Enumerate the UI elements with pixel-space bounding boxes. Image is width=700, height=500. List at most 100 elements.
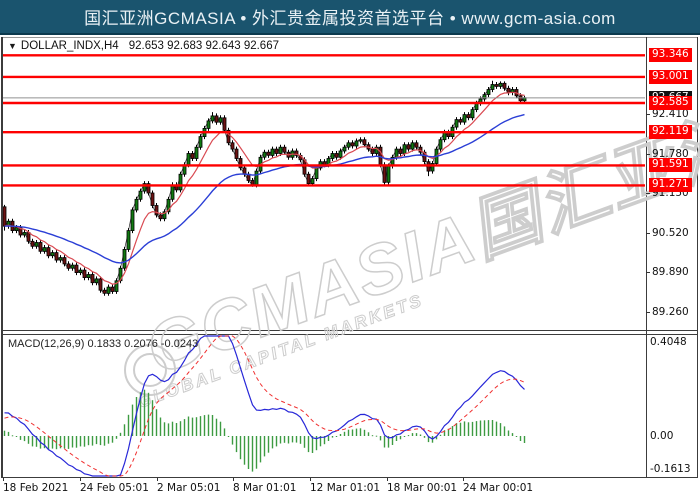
bear-candle <box>382 164 387 183</box>
time-tick <box>80 478 81 481</box>
promo-banner[interactable]: 国汇亚洲GCMASIA • 外汇贵金属投资首选平台 • www.gcm-asia… <box>0 0 700 35</box>
bull-candle <box>86 274 91 278</box>
tick-mark <box>646 192 650 194</box>
bull-candle <box>490 84 495 90</box>
ma-fast-line <box>4 91 525 285</box>
macd-values: 0.1833 0.2076 -0.0243 <box>87 338 199 350</box>
price-axis[interactable]: 92.41091.78091.15090.52089.89089.26092.6… <box>646 37 700 478</box>
bull-candle <box>254 170 259 186</box>
macd-histogram-bar <box>487 420 490 436</box>
bear-candle <box>502 82 507 89</box>
bull-candle <box>354 140 359 147</box>
bear-candle <box>90 274 95 284</box>
bear-candle <box>62 257 67 265</box>
macd-axis-label: 0.00 <box>650 430 674 442</box>
symbol-dropdown-icon[interactable]: ▼ <box>8 41 17 51</box>
main-chart-canvas[interactable] <box>3 38 645 330</box>
macd-histogram-bar <box>207 414 210 436</box>
bear-candle <box>222 117 227 131</box>
bull-candle <box>162 211 167 220</box>
bear-candle <box>234 148 239 159</box>
macd-histogram-bar <box>427 436 430 443</box>
bull-candle <box>386 165 391 183</box>
macd-histogram-bar <box>423 436 426 438</box>
bull-candle <box>50 252 55 257</box>
bull-candle <box>430 163 435 172</box>
bear-candle <box>494 84 499 87</box>
macd-histogram-bar <box>363 429 366 436</box>
bull-candle <box>186 153 191 166</box>
bull-candle <box>314 167 319 179</box>
bull-candle <box>130 209 135 231</box>
macd-histogram-bar <box>343 431 346 436</box>
macd-histogram-bar <box>159 417 162 436</box>
bear-candle <box>46 247 51 257</box>
price-tick-label: 92.410 <box>646 108 689 121</box>
promo-banner-text: 国汇亚洲GCMASIA • 外汇贵金属投资首选平台 • www.gcm-asia… <box>84 9 616 28</box>
bear-candle <box>214 115 219 123</box>
ma-slow-line <box>4 113 525 264</box>
bull-candle <box>270 148 275 156</box>
bear-candle <box>158 214 163 220</box>
macd-histogram-bar <box>291 436 294 443</box>
macd-histogram-bar <box>515 436 518 437</box>
macd-histogram-bar <box>19 436 22 440</box>
time-axis-label: 8 Mar 01:01 <box>233 482 297 494</box>
macd-histogram-bar <box>143 389 146 436</box>
macd-histogram-bar <box>47 436 50 450</box>
bull-candle <box>94 278 99 284</box>
macd-histogram-bar <box>251 436 254 472</box>
macd-histogram-bar <box>351 429 354 436</box>
macd-chart-canvas[interactable] <box>3 335 645 477</box>
bear-candle <box>362 139 367 146</box>
time-axis[interactable]: 18 Feb 2021 24 Feb 05:01 2 Mar 05:01 8 Mar … <box>0 478 700 500</box>
macd-panel-top-border <box>1 334 698 335</box>
macd-histogram-bar <box>203 415 206 436</box>
bull-candle <box>194 146 199 159</box>
bear-candle <box>406 144 411 150</box>
macd-histogram-bar <box>247 436 250 469</box>
macd-histogram-bar <box>331 436 334 438</box>
macd-histogram-bar <box>279 436 282 444</box>
bull-candle <box>486 89 491 95</box>
macd-histogram-bar <box>107 436 110 444</box>
macd-histogram-bar <box>307 436 310 453</box>
macd-histogram-bar <box>479 420 482 436</box>
bull-candle <box>342 146 347 152</box>
macd-histogram-bar <box>511 433 514 436</box>
close-line <box>4 82 525 294</box>
time-tick <box>387 478 388 481</box>
bull-candle <box>346 142 351 148</box>
chart-ohlc-values: 92.653 92.683 92.643 92.667 <box>128 40 279 52</box>
macd-histogram-bar <box>295 436 298 443</box>
level-price-label: 91.271 <box>649 178 692 192</box>
macd-histogram-bar <box>415 433 418 436</box>
macd-histogram-bar <box>523 436 526 443</box>
price-tick-label: 91.780 <box>646 148 689 161</box>
macd-histogram-bar <box>243 436 246 465</box>
bull-candle <box>58 257 63 261</box>
macd-histogram-bar <box>67 436 70 449</box>
bull-candle <box>470 109 475 119</box>
time-axis-label: 2 Mar 05:01 <box>157 482 221 494</box>
bull-candle <box>114 280 119 292</box>
macd-histogram-bar <box>95 436 98 445</box>
macd-histogram-bar <box>383 436 386 448</box>
macd-histogram-bar <box>211 415 214 436</box>
macd-histogram-bar <box>43 436 46 449</box>
bear-candle <box>398 148 403 154</box>
macd-histogram-bar <box>87 436 90 446</box>
bull-candle <box>358 139 363 142</box>
macd-histogram-bar <box>23 436 26 442</box>
macd-histogram-bar <box>123 424 126 436</box>
macd-histogram-bar <box>355 428 358 436</box>
macd-histogram-bar <box>191 417 194 436</box>
macd-histogram-bar <box>71 436 74 448</box>
macd-histogram-bar <box>403 436 406 437</box>
macd-histogram-bar <box>499 423 502 436</box>
frame-top-border <box>1 37 698 38</box>
macd-histogram-bar <box>475 421 478 436</box>
price-tick-label: 89.260 <box>646 306 689 319</box>
macd-histogram-bar <box>79 436 82 447</box>
